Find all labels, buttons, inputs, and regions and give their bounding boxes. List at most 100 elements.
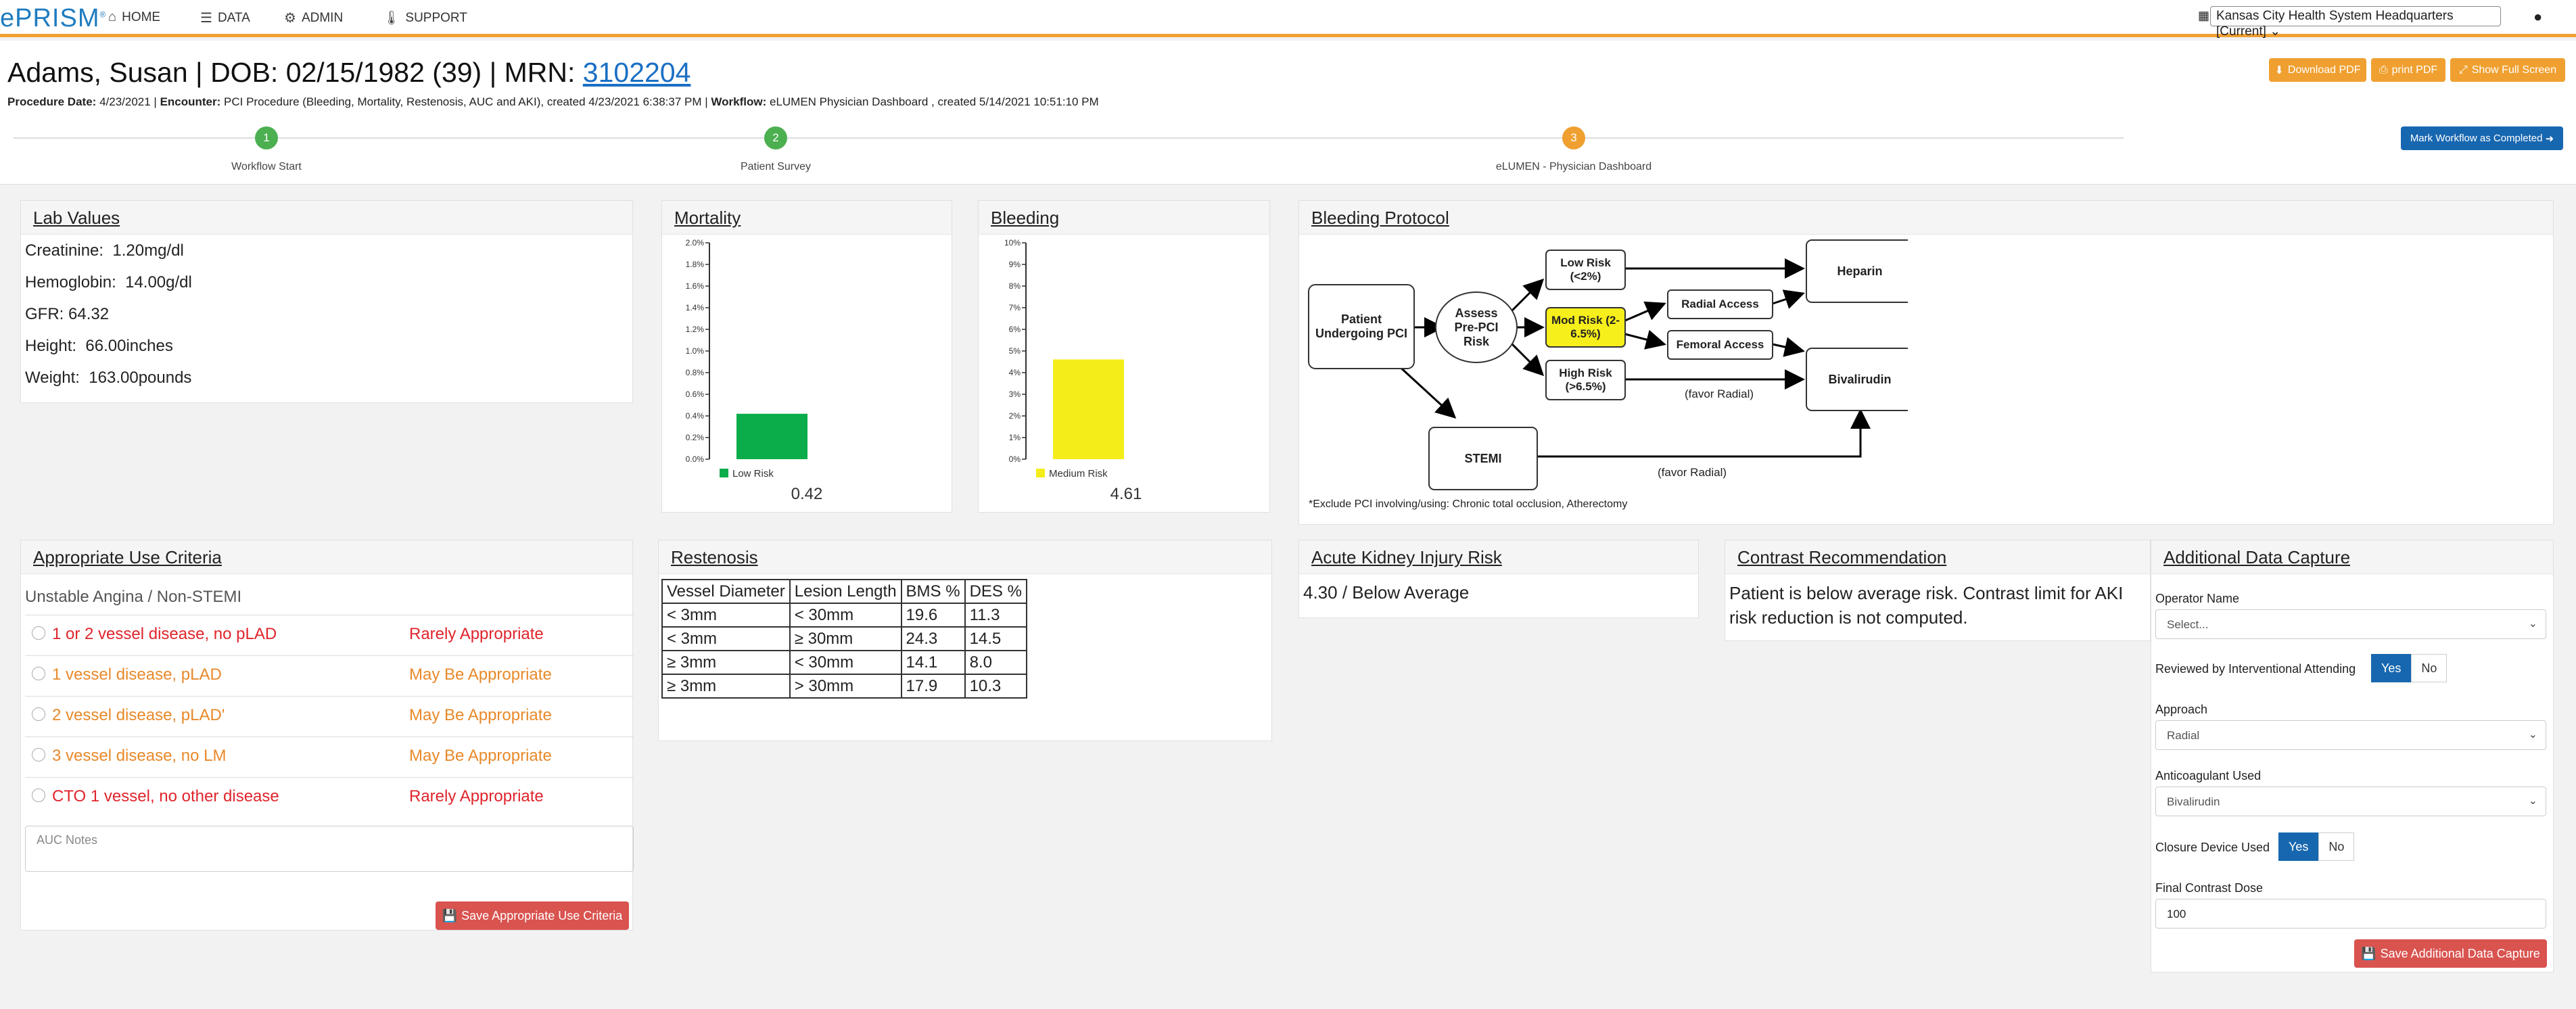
eprism-logo[interactable]: ePRISM® bbox=[0, 4, 107, 32]
auc-notes-input[interactable]: AUC Notes bbox=[25, 826, 634, 872]
step-3-marker[interactable]: 3 bbox=[1562, 126, 1585, 149]
y-tick-label: 1% bbox=[1009, 433, 1021, 442]
nav-support[interactable]: 🌡 SUPPORT bbox=[383, 9, 467, 26]
mark-complete-label: Mark Workflow as Completed bbox=[2410, 133, 2543, 144]
logo-text: ePRISM bbox=[0, 4, 100, 32]
building-icon: ▦ bbox=[2198, 9, 2210, 22]
additional-data-title: Additional Data Capture bbox=[2163, 547, 2351, 567]
auc-option[interactable]: 3 vessel disease, no LM May Be Appropriat… bbox=[25, 736, 634, 777]
patient-title: Adams, Susan | DOB: 02/15/1982 (39) | MR… bbox=[7, 57, 690, 89]
lab-value: 14.00g/dl bbox=[125, 273, 192, 291]
mrn-link[interactable]: 3102204 bbox=[582, 57, 691, 88]
reviewed-label: Reviewed by Interventional Attending bbox=[2155, 662, 2356, 676]
download-pdf-button[interactable]: ⬇ Download PDF bbox=[2269, 58, 2366, 82]
auc-option[interactable]: 2 vessel disease, pLAD' May Be Appropriat… bbox=[25, 696, 634, 736]
lab-value: 64.32 bbox=[68, 305, 110, 323]
patient-name-dob: Adams, Susan | DOB: 02/15/1982 (39) | MR… bbox=[7, 57, 583, 88]
radio-button[interactable] bbox=[32, 748, 45, 761]
organization-value: Kansas City Health System Headquarters [… bbox=[2216, 9, 2454, 39]
encounter-info: Procedure Date: 4/23/2021 | Encounter: P… bbox=[7, 95, 1099, 109]
chevron-down-icon: ⌄ bbox=[2528, 618, 2537, 630]
y-tick-label: 1.0% bbox=[686, 346, 705, 356]
arrow-circle-icon: ➜ bbox=[2545, 133, 2554, 145]
bar bbox=[1053, 359, 1124, 459]
workflow-value: eLUMEN Physician Dashboard , created 5/1… bbox=[770, 95, 1099, 108]
table-row: < 3mm < 30mm 19.6 11.3 bbox=[661, 603, 1027, 628]
auc-option-text: 1 or 2 vessel disease, no pLAD bbox=[52, 625, 277, 643]
reviewed-yes-button[interactable]: Yes bbox=[2371, 654, 2412, 682]
anticoagulant-value: Bivalirudin bbox=[2167, 795, 2220, 808]
bleeding-value: 4.61 bbox=[1110, 485, 1142, 503]
step-1-label: Workflow Start bbox=[231, 161, 302, 172]
save-auc-button[interactable]: 💾 Save Appropriate Use Criteria bbox=[436, 901, 629, 930]
auc-option-text: 1 vessel disease, pLAD bbox=[52, 665, 222, 684]
mark-complete-button[interactable]: Mark Workflow as Completed ➜ bbox=[2401, 126, 2563, 150]
closure-yes-button[interactable]: Yes bbox=[2278, 832, 2319, 861]
anticoagulant-select[interactable]: Bivalirudin ⌄ bbox=[2155, 787, 2546, 816]
flow-femoral-node: Femoral Access bbox=[1676, 338, 1764, 351]
contrast-header: Contrast Recommendation bbox=[1725, 540, 2150, 574]
contrast-panel: Contrast Recommendation Patient is below… bbox=[1725, 540, 2151, 641]
print-pdf-button[interactable]: ⎙ print PDF bbox=[2371, 58, 2445, 82]
step-1-marker[interactable]: 1 bbox=[255, 126, 278, 149]
approach-value: Radial bbox=[2167, 729, 2200, 742]
user-icon[interactable]: ● bbox=[2533, 8, 2543, 25]
table-cell: 17.9 bbox=[900, 674, 966, 699]
database-icon: ☰ bbox=[200, 11, 212, 26]
top-navbar: ePRISM® ⌂ HOME ☰ DATA ⚙ ADMIN 🌡 SUPPORT ▦ Ka… bbox=[0, 0, 2576, 39]
y-tick-label: 5% bbox=[1009, 346, 1021, 356]
reviewed-toggle[interactable]: Yes No bbox=[2371, 654, 2448, 682]
closure-device-toggle[interactable]: Yes No bbox=[2278, 832, 2355, 861]
bleeding-header: Bleeding bbox=[979, 201, 1269, 235]
table-row: ≥ 3mm < 30mm 14.1 8.0 bbox=[661, 650, 1027, 675]
auc-option-rating: Rarely Appropriate bbox=[409, 787, 544, 805]
y-tick-label: 3% bbox=[1009, 390, 1021, 399]
lab-creatinine: Creatinine: 1.20mg/dl bbox=[25, 241, 184, 260]
table-cell: ≥ 3mm bbox=[661, 650, 791, 675]
nav-admin[interactable]: ⚙ ADMIN bbox=[284, 9, 343, 26]
y-tick-label: 1.8% bbox=[686, 260, 705, 269]
y-tick-label: 8% bbox=[1009, 281, 1021, 291]
closure-no-button[interactable]: No bbox=[2318, 832, 2355, 861]
legend-label: Low Risk bbox=[732, 468, 774, 479]
bleeding-protocol-header: Bleeding Protocol bbox=[1299, 201, 2553, 235]
reviewed-no-button[interactable]: No bbox=[2411, 654, 2448, 682]
organization-select[interactable]: Kansas City Health System Headquarters [… bbox=[2210, 6, 2501, 39]
save-icon: 💾 bbox=[442, 908, 458, 922]
nav-home-label: HOME bbox=[122, 9, 161, 24]
nav-data[interactable]: ☰ DATA bbox=[200, 9, 250, 26]
lab-value: 163.00pounds bbox=[89, 369, 192, 387]
save-auc-label: Save Appropriate Use Criteria bbox=[461, 908, 623, 922]
radio-button[interactable] bbox=[32, 626, 45, 640]
full-screen-button[interactable]: ⤢ Show Full Screen bbox=[2450, 58, 2565, 82]
final-contrast-dose-input[interactable]: 100 bbox=[2155, 899, 2546, 929]
radio-button[interactable] bbox=[32, 667, 45, 680]
operator-name-select[interactable]: Select... ⌄ bbox=[2155, 609, 2546, 639]
table-cell: < 3mm bbox=[661, 626, 791, 651]
lab-label: GFR: bbox=[25, 305, 64, 323]
contrast-title: Contrast Recommendation bbox=[1737, 547, 1947, 567]
auc-option[interactable]: CTO 1 vessel, no other disease Rarely App… bbox=[25, 777, 634, 818]
auc-option[interactable]: 1 or 2 vessel disease, no pLAD Rarely App… bbox=[25, 615, 634, 655]
auc-option-rating: Rarely Appropriate bbox=[409, 625, 544, 643]
nav-home[interactable]: ⌂ HOME bbox=[108, 9, 160, 25]
lab-label: Creatinine: bbox=[25, 241, 104, 260]
final-contrast-dose-value: 100 bbox=[2167, 908, 2186, 920]
additional-data-panel: Additional Data Capture Operator Name Se… bbox=[2151, 540, 2554, 972]
lab-gfr: GFR: 64.32 bbox=[25, 305, 109, 324]
y-tick-label: 0.4% bbox=[686, 411, 705, 421]
auc-option[interactable]: 1 vessel disease, pLAD May Be Appropriate bbox=[25, 655, 634, 696]
step-2-marker[interactable]: 2 bbox=[764, 126, 787, 149]
y-tick-label: 0.0% bbox=[686, 454, 705, 464]
bleeding-protocol-panel: Bleeding Protocol bbox=[1298, 200, 2554, 525]
column-header: DES % bbox=[964, 579, 1027, 604]
restenosis-table: Vessel Diameter Lesion Length BMS % DES % <… bbox=[661, 579, 1027, 699]
radio-button[interactable] bbox=[32, 707, 45, 721]
approach-select[interactable]: Radial ⌄ bbox=[2155, 720, 2546, 750]
radio-button[interactable] bbox=[32, 789, 45, 802]
aki-panel: Acute Kidney Injury Risk 4.30 / Below Av… bbox=[1298, 540, 1699, 618]
auc-option-text: 2 vessel disease, pLAD' bbox=[52, 706, 225, 724]
nav-support-label: SUPPORT bbox=[405, 10, 467, 25]
save-additional-data-button[interactable]: 💾 Save Additional Data Capture bbox=[2354, 939, 2547, 968]
lab-hemoglobin: Hemoglobin: 14.00g/dl bbox=[25, 273, 192, 292]
